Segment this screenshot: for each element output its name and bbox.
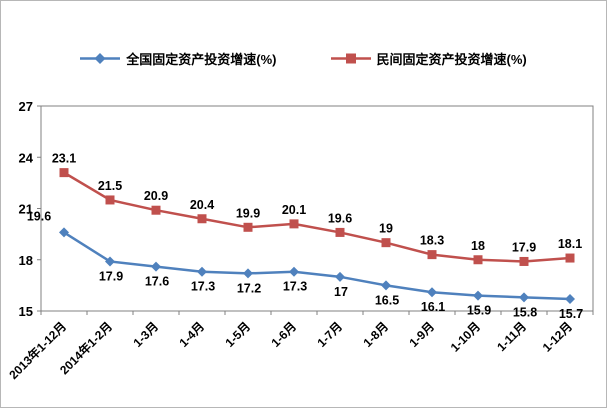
data-label: 17.9 (99, 269, 123, 283)
data-label: 19.6 (328, 211, 352, 225)
data-point[interactable] (151, 205, 161, 215)
x-category-label: 1-4月 (176, 319, 207, 350)
data-label: 18.3 (420, 234, 444, 248)
legend-label-private: 民间固定资产投资增速(%) (376, 52, 527, 67)
plot-area (40, 105, 594, 312)
data-point[interactable] (519, 256, 529, 266)
data-label: 17.2 (237, 281, 261, 295)
data-label: 19 (379, 222, 393, 236)
data-point[interactable] (151, 261, 161, 272)
data-point[interactable] (289, 266, 299, 277)
data-label: 20.9 (144, 189, 168, 203)
data-label: 19.9 (236, 206, 260, 220)
legend-marker-square-icon (330, 53, 371, 64)
data-point[interactable] (243, 268, 253, 279)
data-point[interactable] (335, 271, 345, 282)
data-point[interactable] (473, 255, 483, 265)
data-label: 20.1 (282, 203, 306, 217)
data-point[interactable] (197, 266, 207, 277)
data-point[interactable] (519, 292, 529, 303)
data-point[interactable] (289, 219, 299, 229)
data-point[interactable] (105, 195, 115, 205)
x-category-label: 1-6月 (268, 319, 299, 350)
data-point[interactable] (381, 280, 391, 291)
data-label: 15.8 (513, 305, 537, 319)
y-tick-label: 27 (19, 99, 33, 114)
data-point[interactable] (565, 253, 575, 263)
data-point[interactable] (59, 227, 69, 238)
data-label: 17.3 (283, 280, 307, 294)
data-label: 18 (471, 239, 485, 253)
data-point[interactable] (427, 287, 437, 298)
data-point[interactable] (565, 294, 575, 305)
x-category-label: 1-7月 (314, 319, 345, 350)
y-tick-label: 18 (19, 253, 33, 268)
data-label: 21.5 (98, 179, 122, 193)
x-category-label: 1-3月 (130, 319, 161, 350)
x-category-label: 1-10月 (448, 319, 483, 354)
y-tick-label: 15 (19, 304, 33, 319)
data-label: 16.1 (421, 300, 445, 314)
data-label: 17.9 (512, 240, 536, 254)
data-point[interactable] (243, 222, 253, 232)
legend-marker-diamond-icon (80, 53, 121, 64)
legend-item-private[interactable]: 民间固定资产投资增速(%) (330, 49, 527, 68)
chart-legend: 全国固定资产投资增速(%) 民间固定资产投资增速(%) (1, 49, 606, 68)
y-tick-label: 24 (19, 150, 34, 165)
data-label: 20.4 (190, 198, 214, 212)
data-label: 15.9 (467, 304, 491, 318)
y-tick-label: 21 (19, 202, 33, 217)
data-label: 17 (334, 285, 348, 299)
x-category-label: 1-9月 (406, 319, 437, 350)
data-label: 19.6 (27, 209, 51, 223)
data-point[interactable] (427, 250, 437, 260)
x-category-label: 1-12月 (540, 319, 575, 354)
data-label: 17.6 (145, 275, 169, 289)
data-point[interactable] (197, 214, 207, 224)
legend-label-national: 全国固定资产投资增速(%) (126, 52, 277, 67)
x-category-label: 2013年1-12月 (6, 319, 69, 382)
data-point[interactable] (59, 168, 69, 178)
x-category-label: 1-5月 (222, 319, 253, 350)
data-label: 16.5 (375, 293, 399, 307)
x-category-label: 1-11月 (494, 319, 529, 354)
legend-item-national[interactable]: 全国固定资产投资增速(%) (80, 49, 277, 68)
data-point[interactable] (381, 238, 391, 248)
data-label: 18.1 (558, 237, 582, 251)
data-point[interactable] (335, 227, 345, 237)
series-line-1 (63, 171, 571, 263)
data-label: 17.3 (191, 280, 215, 294)
x-category-label: 1-8月 (360, 319, 391, 350)
data-label: 23.1 (52, 152, 76, 166)
series-line-0 (63, 231, 571, 301)
data-point[interactable] (473, 290, 483, 301)
data-label: 15.7 (559, 307, 583, 321)
data-point[interactable] (105, 256, 115, 267)
